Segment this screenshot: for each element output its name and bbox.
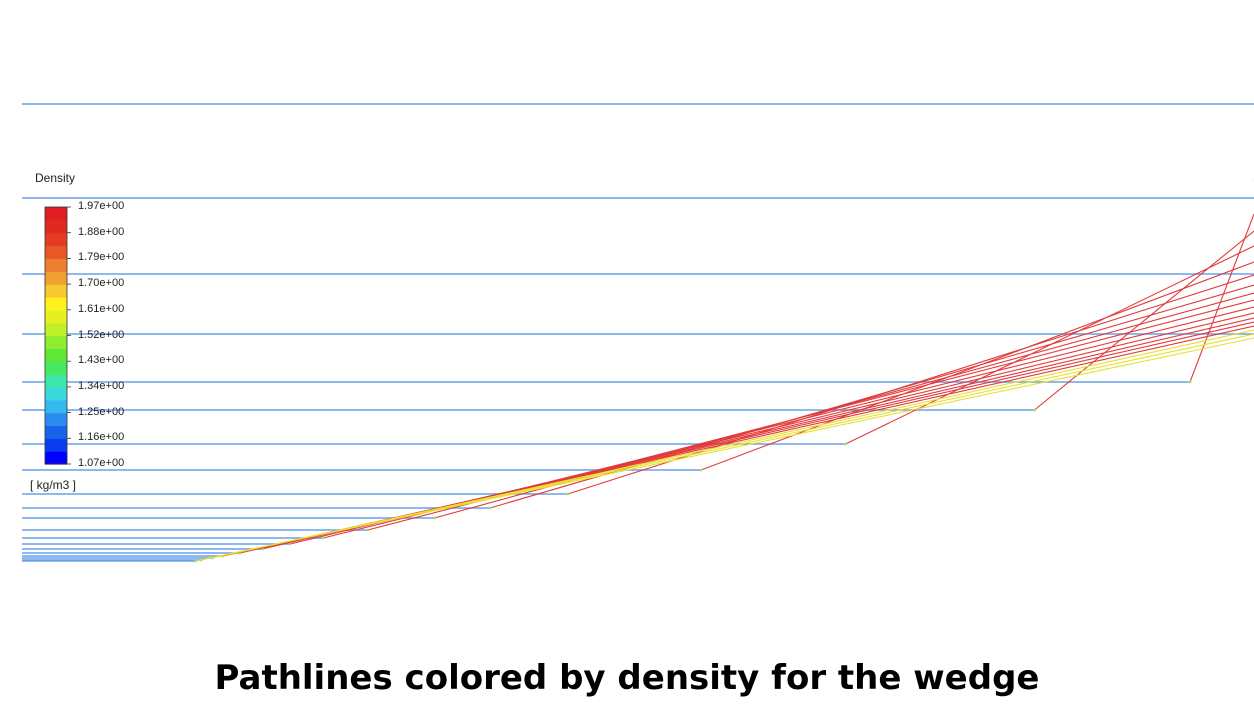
legend-tick-label: 1.25e+00 xyxy=(78,405,125,418)
legend-tick-label: 1.16e+00 xyxy=(78,431,125,444)
legend-tick-label: 1.43e+00 xyxy=(78,354,125,367)
colorbar-band-7 xyxy=(45,374,67,388)
legend-tick-label: 1.52e+00 xyxy=(78,328,125,341)
density-colorbar xyxy=(44,206,71,465)
colorbar-band-10 xyxy=(45,335,67,349)
legend-tick-label: 1.70e+00 xyxy=(78,277,125,290)
colorbar-band-14 xyxy=(45,284,67,298)
colorbar-band-2 xyxy=(45,438,67,452)
colorbar-band-4 xyxy=(45,412,67,427)
pathline-postshock-9 xyxy=(567,274,1254,495)
legend-tick-label: 1.88e+00 xyxy=(78,225,125,238)
pathline-shock-point-5 xyxy=(1188,380,1192,384)
pathline-postshock-5 xyxy=(1189,213,1254,383)
colorbar-band-6 xyxy=(45,386,67,401)
colorbar-band-3 xyxy=(45,425,67,439)
colorbar-band-16 xyxy=(45,258,67,272)
colorbar-band-9 xyxy=(45,348,67,362)
pathline-shock-point-13 xyxy=(321,536,325,540)
colorbar-band-1 xyxy=(45,451,67,465)
pathline-shock-point-20 xyxy=(194,559,197,563)
colorbar-band-13 xyxy=(45,296,67,311)
pathline-shock-point-7 xyxy=(844,442,847,446)
colorbar-band-19 xyxy=(45,219,67,234)
colorbar-band-20 xyxy=(45,207,67,221)
pathline-shock-point-14 xyxy=(288,542,292,546)
figure-caption: Pathlines colored by density for the wed… xyxy=(214,658,1040,698)
colorbar-band-17 xyxy=(45,245,67,259)
legend-tick-label: 1.61e+00 xyxy=(78,302,125,315)
colorbar-band-11 xyxy=(45,322,67,337)
pathline-shock-point-10 xyxy=(488,506,492,510)
pathline-shock-point-11 xyxy=(433,516,436,520)
legend-tick-label: 1.34e+00 xyxy=(78,379,125,392)
legend-units: [ kg/m3 ] xyxy=(30,478,77,492)
pathline-shock-point-6 xyxy=(1033,408,1036,412)
legend-tick-label: 1.97e+00 xyxy=(78,200,125,212)
legend-tick-label: 1.07e+00 xyxy=(78,457,125,469)
legend-title: Density xyxy=(35,171,76,185)
pathline-shock-point-9 xyxy=(566,492,570,496)
pathline-shock-point-8 xyxy=(699,468,703,472)
colorbar-band-8 xyxy=(45,361,67,375)
pathlines-group xyxy=(22,22,1254,563)
colorbar-band-12 xyxy=(45,309,67,324)
colorbar-band-15 xyxy=(45,271,67,285)
pathline-postshock-20 xyxy=(195,337,1254,562)
colorbar-band-18 xyxy=(45,232,67,247)
pathline-postshock-6 xyxy=(1034,230,1254,411)
colorbar-band-5 xyxy=(45,399,67,414)
legend-tick-label: 1.79e+00 xyxy=(78,251,125,264)
pathline-shock-point-12 xyxy=(366,528,370,532)
